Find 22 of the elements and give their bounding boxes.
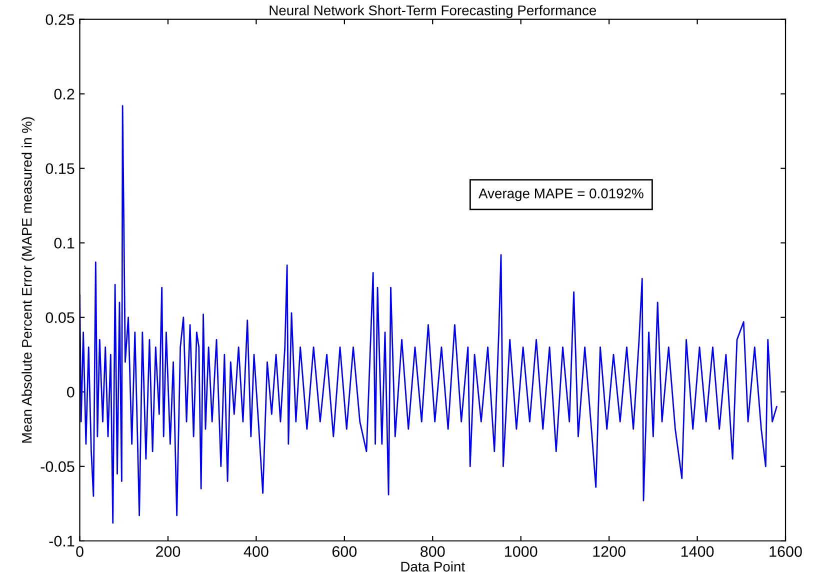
y-tick-label: 0.25 — [46, 14, 74, 26]
x-tick-label: 1000 — [505, 546, 538, 557]
chart-title: Neural Network Short-Term Forecasting Performance — [270, 5, 596, 18]
y-tick-label: 0.05 — [46, 312, 74, 324]
annotation: Average MAPE = 0.0192% — [478, 188, 644, 202]
x-tick-label: 800 — [420, 546, 445, 557]
x-tick-label: 1200 — [593, 546, 626, 557]
y-tick-label: 0.15 — [46, 163, 74, 174]
y-axis-title: Mean Absolute Percent Error (MAPE measured in %) — [22, 117, 35, 443]
x-tick-label: 1400 — [681, 546, 714, 557]
y-tick-label: 0.2 — [54, 88, 74, 100]
y-tick-label: -0.05 — [40, 461, 74, 472]
line-series — [80, 105, 778, 524]
x-tick-label: 600 — [332, 546, 357, 557]
x-tick-label: 0 — [76, 546, 84, 557]
y-tick-label: 0 — [67, 386, 74, 398]
x-axis-title: Data Point — [401, 561, 465, 572]
x-tick-label: 200 — [156, 546, 180, 557]
x-tick-label: 400 — [244, 546, 268, 557]
y-tick-label: 0.1 — [54, 238, 74, 249]
x-tick-label: 1600 — [770, 546, 802, 557]
y-tick-label: -0.1 — [49, 536, 74, 547]
